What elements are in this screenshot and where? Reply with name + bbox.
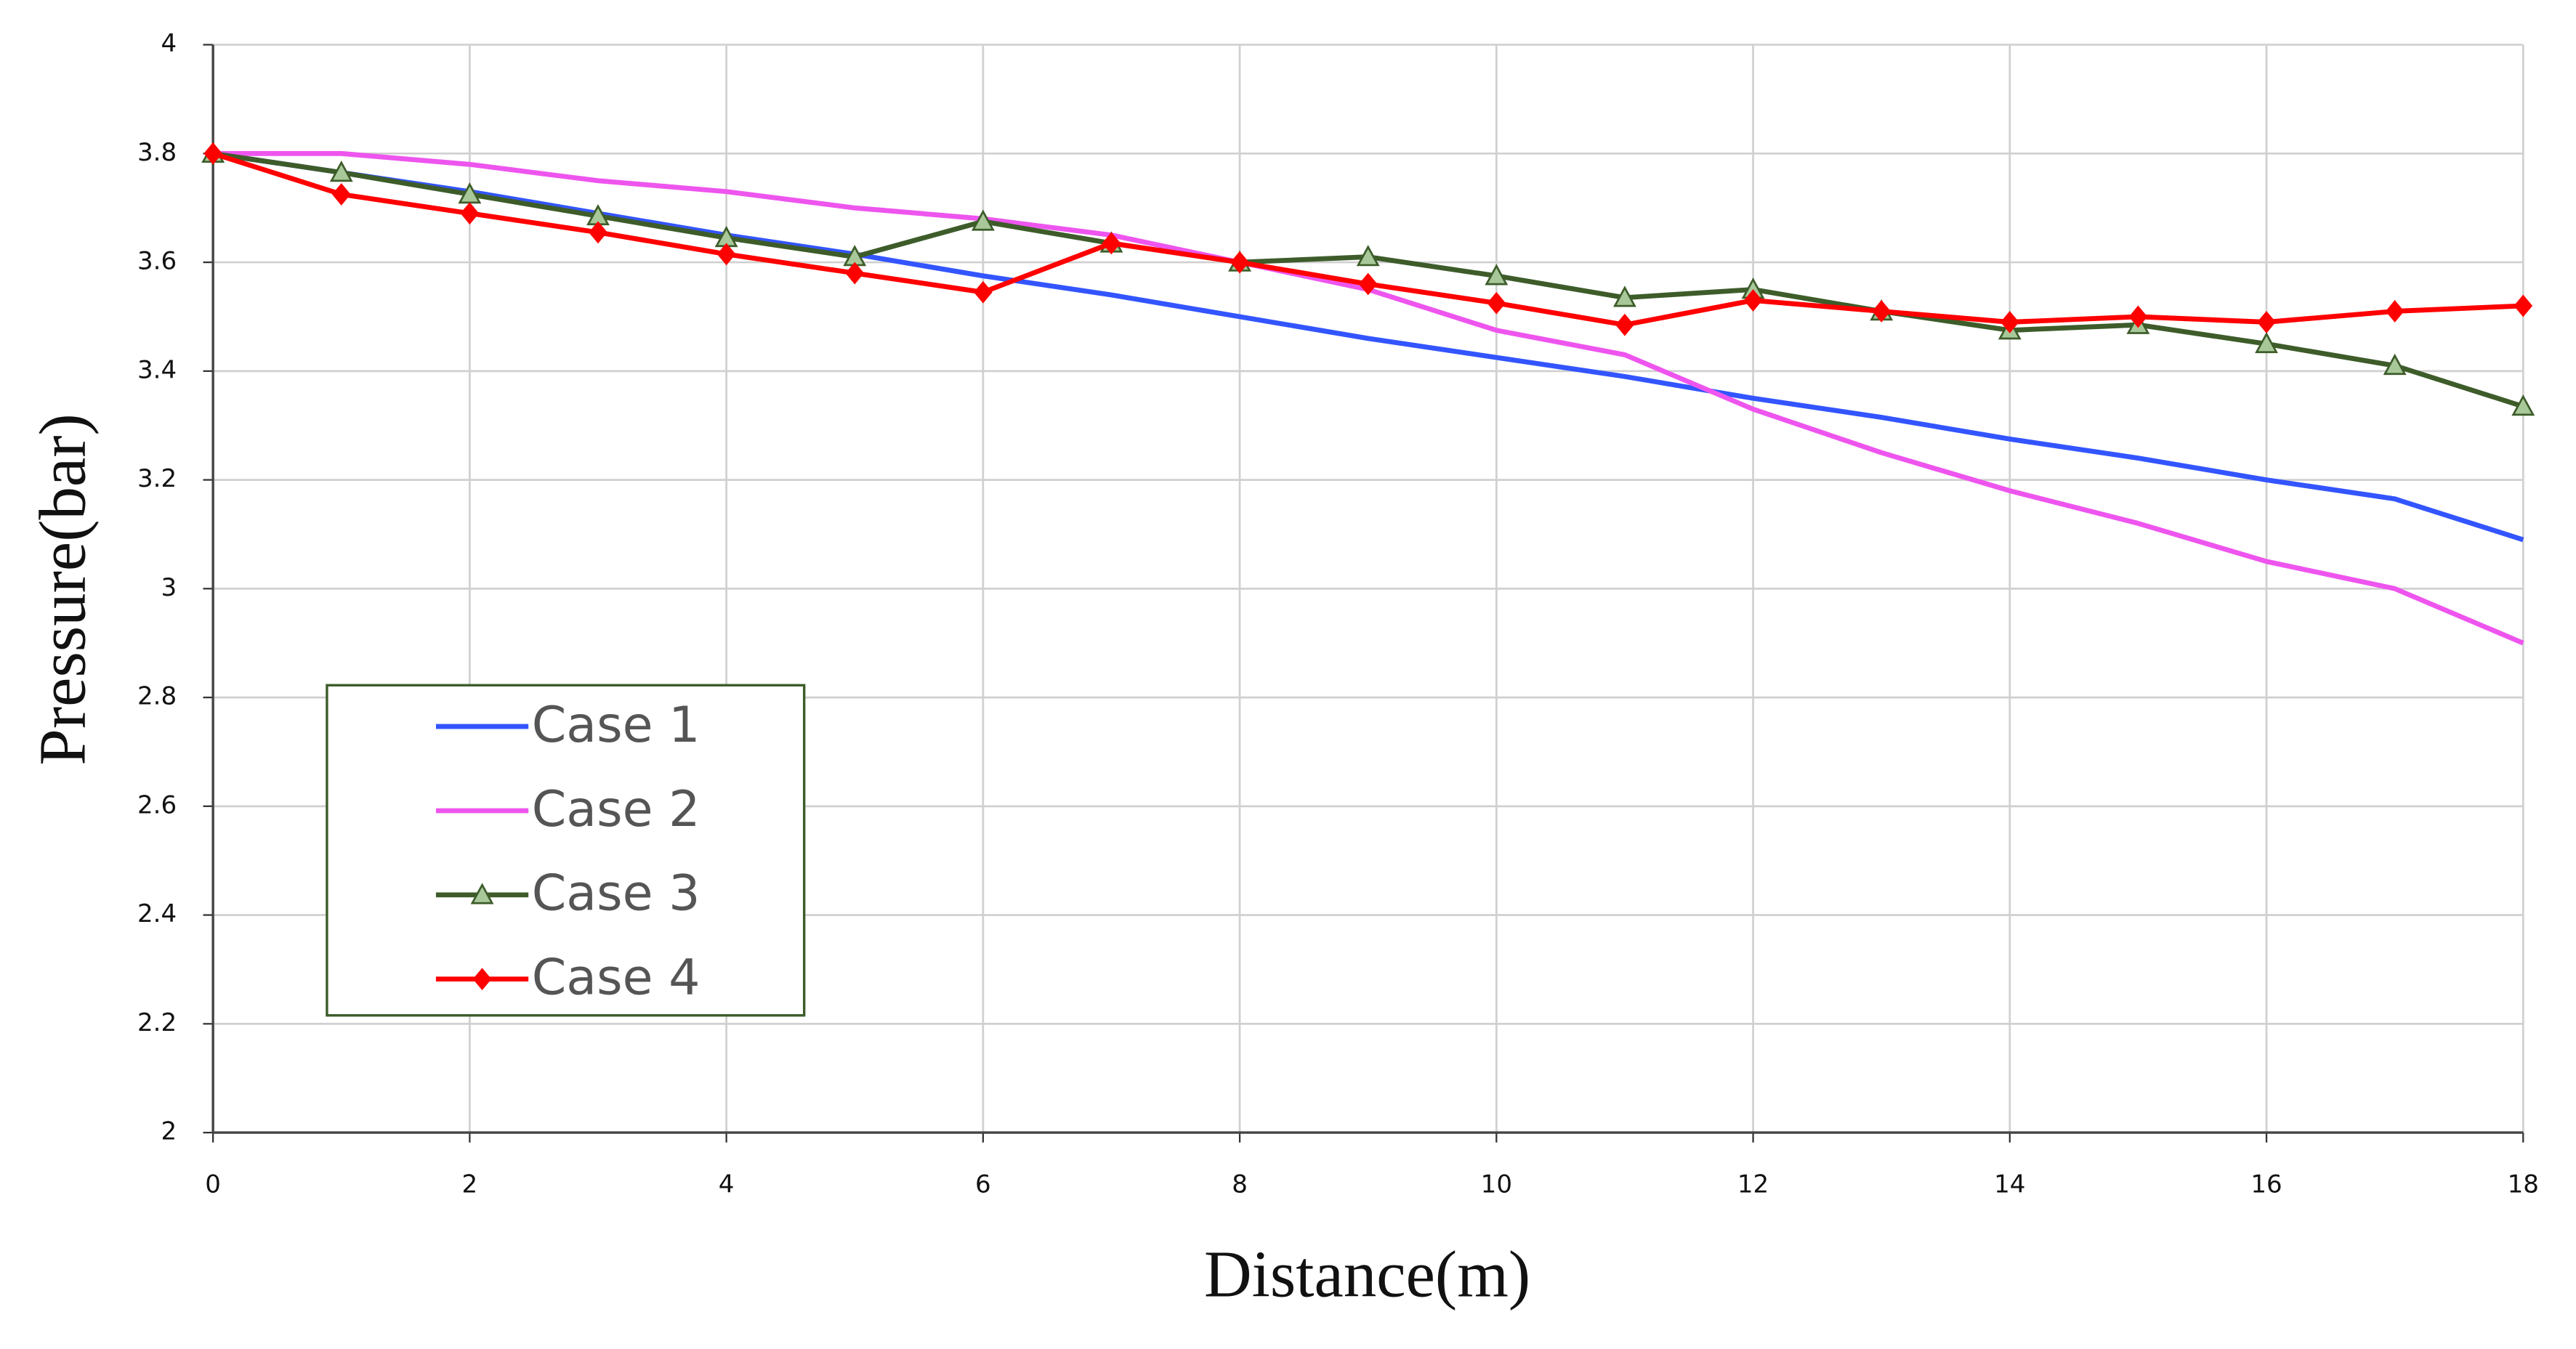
y-tick-label: 3.4 xyxy=(137,355,177,384)
y-tick-label: 3.8 xyxy=(137,138,177,167)
marker xyxy=(974,280,993,304)
marker xyxy=(2385,300,2405,323)
marker xyxy=(472,968,492,991)
marker xyxy=(1487,291,1506,315)
y-tick-label: 3 xyxy=(161,573,177,602)
marker xyxy=(2255,331,2278,354)
marker xyxy=(1615,313,1634,336)
marker xyxy=(470,883,494,904)
marker xyxy=(589,221,607,244)
x-axis-label: Distance(m) xyxy=(1204,1237,1530,1310)
y-tick-label: 2 xyxy=(161,1117,177,1146)
marker xyxy=(1230,251,1249,274)
y-tick-label: 2.6 xyxy=(137,790,177,819)
marker xyxy=(845,262,865,285)
marker xyxy=(2511,394,2535,416)
marker xyxy=(2257,311,2276,333)
marker xyxy=(1358,272,1378,296)
legend-label: Case 2 xyxy=(532,781,700,838)
x-tick-label: 6 xyxy=(975,1170,991,1199)
marker xyxy=(2514,294,2533,317)
x-tick-label: 0 xyxy=(205,1170,221,1199)
marker xyxy=(1485,264,1509,285)
y-tick-label: 2.8 xyxy=(137,682,177,711)
marker xyxy=(2383,353,2407,376)
y-tick-label: 2.4 xyxy=(137,899,177,928)
y-tick-label: 2.2 xyxy=(137,1008,177,1037)
x-tick-label: 16 xyxy=(2250,1170,2282,1199)
x-tick-label: 18 xyxy=(2508,1170,2539,1199)
marker xyxy=(716,243,736,266)
x-tick-label: 8 xyxy=(1232,1170,1248,1199)
x-tick-label: 12 xyxy=(1737,1170,1769,1199)
x-tick-label: 14 xyxy=(1994,1170,2025,1199)
marker xyxy=(1102,232,1121,255)
marker xyxy=(2000,311,2019,333)
marker xyxy=(2128,305,2148,328)
legend-label: Case 4 xyxy=(532,949,700,1007)
legend-box xyxy=(326,684,806,1017)
series-line xyxy=(212,151,2524,328)
x-tick-label: 4 xyxy=(719,1170,735,1199)
marker xyxy=(1743,289,1763,312)
marker xyxy=(329,161,353,182)
marker xyxy=(1356,245,1380,267)
y-tick-label: 4 xyxy=(161,29,177,58)
marker xyxy=(331,183,351,206)
legend-label: Case 1 xyxy=(532,697,700,754)
marker xyxy=(1613,285,1636,307)
legend-label: Case 3 xyxy=(532,865,700,923)
y-axis-label: Pressure(bar) xyxy=(25,413,99,765)
marker xyxy=(971,209,995,231)
marker xyxy=(460,202,480,225)
x-tick-label: 2 xyxy=(462,1170,478,1199)
y-tick-label: 3.6 xyxy=(137,247,177,276)
marker xyxy=(1872,300,1891,323)
marker xyxy=(203,142,222,165)
y-tick-label: 3.2 xyxy=(137,464,177,493)
x-tick-label: 10 xyxy=(1481,1170,1512,1199)
